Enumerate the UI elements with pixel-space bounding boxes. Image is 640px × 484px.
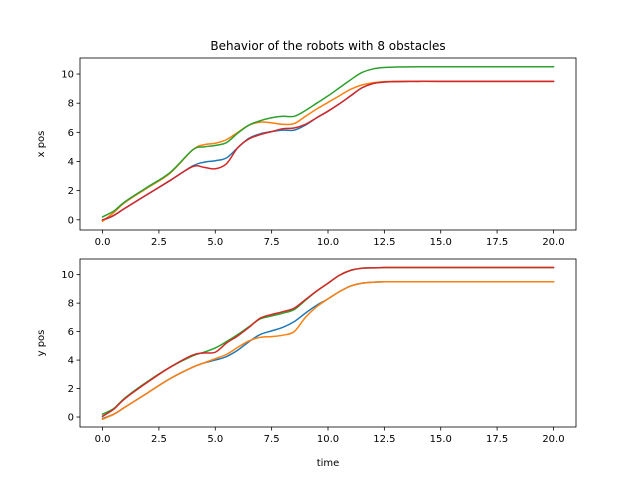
- bottom-y-tick-label: 2: [68, 384, 74, 395]
- bottom-y-tick-label: 4: [68, 356, 74, 367]
- bottom-x-tick-label: 2.5: [151, 434, 167, 445]
- bottom-x-tick-label: 10.0: [317, 434, 339, 445]
- top-x-tick-label: 15.0: [430, 237, 452, 248]
- bottom-x-tick-label: 12.5: [373, 434, 395, 445]
- top-x-tick-label: 2.5: [151, 237, 167, 248]
- top-y-tick-label: 2: [68, 186, 74, 197]
- top-x-tick-label: 17.5: [486, 237, 508, 248]
- top-y-tick-label: 8: [68, 99, 74, 110]
- top-x-tick-label: 5.0: [207, 237, 223, 248]
- bottom-y-tick-label: 8: [68, 299, 74, 310]
- bottom-y-axis-label: y pos: [36, 330, 47, 357]
- bottom-x-tick-label: 17.5: [486, 434, 508, 445]
- top-y-axis-label: x pos: [36, 131, 47, 158]
- top-x-tick-label: 0.0: [95, 237, 111, 248]
- top-series-line-3: [101, 65, 555, 218]
- top-x-tick-label: 7.5: [264, 237, 280, 248]
- bottom-x-tick-label: 15.0: [430, 434, 452, 445]
- bottom-x-tick-label: 7.5: [264, 434, 280, 445]
- bottom-series-line-2: [101, 280, 555, 421]
- bottom-series-line-4: [101, 266, 555, 418]
- bottom-x-tick-label: 5.0: [207, 434, 223, 445]
- chart-title: Behavior of the robots with 8 obstacles: [210, 39, 445, 53]
- top-subplot: 0.0 2.5 5.0 7.5 10.0 12.5 15.0 17.5 20.0 0 2 4 6 8 10 x…: [36, 57, 577, 248]
- top-y-tick-label: 10: [61, 70, 74, 81]
- top-series-line-4: [101, 80, 555, 221]
- bottom-x-tick-label: 20.0: [542, 434, 564, 445]
- bottom-subplot: 0.0 2.5 5.0 7.5 10.0 12.5 15.0 17.5 20.0 0 2 4 6 8 10 y…: [36, 258, 577, 469]
- top-x-tick-label: 20.0: [542, 237, 564, 248]
- bottom-x-axis-label: time: [317, 458, 340, 469]
- top-y-tick-label: 0: [68, 215, 74, 226]
- top-x-tick-label: 12.5: [373, 237, 395, 248]
- top-y-tick-label: 6: [68, 128, 74, 139]
- bottom-y-tick-label: 10: [61, 270, 74, 281]
- top-y-tick-label: 4: [68, 157, 74, 168]
- bottom-y-tick-label: 0: [68, 413, 74, 424]
- bottom-x-tick-label: 0.0: [95, 434, 111, 445]
- bottom-y-tick-label: 6: [68, 327, 74, 338]
- top-x-tick-label: 10.0: [317, 237, 339, 248]
